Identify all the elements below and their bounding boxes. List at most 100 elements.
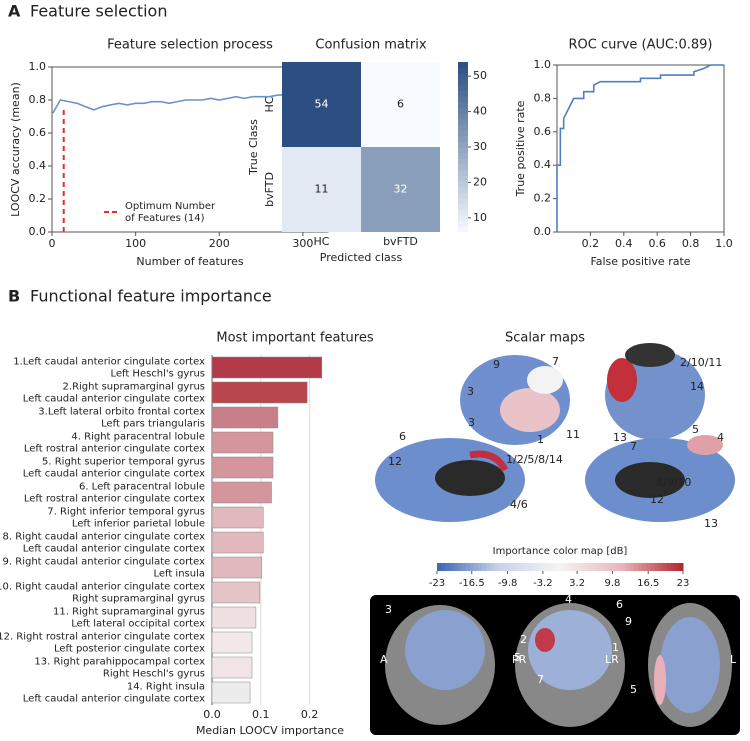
colorbar-step (621, 563, 627, 571)
colorbar-step (465, 563, 471, 571)
y-tick-label: Left caudal anterior cingulate cortex (23, 544, 205, 555)
mri-label: 1 (612, 641, 619, 654)
colorbar-step (580, 563, 586, 571)
brain-label: 1/2/5/8/14 (506, 453, 563, 466)
colorbar-step (646, 563, 651, 571)
colorbar-tick-label: 40 (473, 105, 487, 118)
cell (361, 62, 440, 147)
colorbar-step (494, 563, 499, 571)
mri-label: LR (605, 653, 619, 666)
brain-label: 7 (552, 355, 559, 368)
colorbar-step (458, 79, 468, 86)
bar (211, 481, 272, 504)
y-tick-label: Left caudal anterior cingulate cortex (23, 694, 205, 705)
colorbar-step (510, 563, 516, 571)
colorbar-step (625, 563, 631, 571)
mri-label: 6 (616, 598, 623, 611)
colorbar-step (458, 62, 468, 69)
colorbar-step (461, 563, 467, 571)
y-tick-label: 5. Right superior temporal gyrus (42, 457, 205, 468)
colorbar-step (482, 563, 487, 571)
y-tick-label: 0.6 (534, 125, 552, 138)
colorbar-step (670, 563, 676, 571)
y-tick-label: Left posterior cingulate cortex (54, 644, 205, 655)
colorbar-step (449, 563, 454, 571)
mri-slices (385, 603, 732, 727)
x-tick-label: 0.2 (301, 708, 319, 721)
bar (211, 531, 264, 554)
cell (282, 62, 361, 147)
x-tick-label: bvFTD (383, 235, 418, 248)
colorbar-step (658, 563, 663, 571)
colorbar-step (458, 118, 468, 125)
bar (211, 431, 274, 454)
plot-frame (556, 64, 725, 233)
x-tick-label: 0 (49, 237, 56, 250)
colorbar-step (486, 563, 491, 571)
colorbar-tick-label: 50 (473, 69, 487, 82)
mri-label: 2 (520, 633, 527, 646)
brain-label: 4/6 (510, 498, 528, 511)
colorbar-step (458, 90, 468, 97)
brain-label: 5 (692, 423, 699, 436)
colorbar-step (458, 220, 468, 227)
y-tick-label: Left rostral anterior cingulate cortex (24, 494, 205, 505)
y-tick-label: 11. Right supramarginal gyrus (53, 607, 205, 618)
colorbar-step (629, 563, 635, 571)
chart-title: Confusion matrix (315, 38, 426, 53)
colorbar-step (498, 563, 504, 571)
y-tick-label: 9. Right caudal anterior cingulate corte… (3, 557, 206, 568)
y-tick-label: 0.2 (534, 192, 552, 205)
mri-label: 5 (514, 651, 521, 664)
panel-letter: A (8, 2, 21, 21)
colorbar-step (584, 563, 590, 571)
colorbar-step (458, 169, 468, 176)
colorbar-step (458, 84, 468, 91)
colorbar-tick-label: -16.5 (459, 578, 485, 589)
colorbar-step (678, 563, 684, 571)
colorbar-step (458, 141, 468, 148)
x-tick-label: 1.0 (715, 237, 733, 250)
y-tick-label: 10. Right caudal anterior cingulate cort… (0, 582, 205, 593)
colorbar-step (531, 563, 536, 571)
mri-label: A (380, 653, 388, 666)
y-tick-label: Left caudal anterior cingulate cortex (23, 469, 205, 480)
brain-renders (375, 343, 735, 522)
colorbar-tick-label: 9.8 (604, 578, 620, 589)
line (556, 64, 724, 232)
bar (211, 606, 257, 629)
brain-label: 14 (690, 380, 704, 393)
colorbar-step (555, 563, 561, 571)
colorbar-step (458, 124, 468, 131)
brain-label: 4 (717, 431, 724, 444)
x-tick-label: 0.4 (615, 237, 633, 250)
x-axis-label: Number of features (136, 255, 243, 268)
y-tick-label: 8. Right caudal anterior cingulate corte… (3, 532, 206, 543)
chart-title: Most important features (216, 331, 373, 346)
y-axis-label: LOOCV accuracy (mean) (9, 82, 22, 217)
y-tick-label: bvFTD (263, 172, 276, 207)
colorbar-step (596, 563, 602, 571)
x-tick-label: 0.6 (648, 237, 666, 250)
y-tick-label: 4. Right paracentral lobule (71, 432, 205, 443)
colorbar-step (458, 152, 468, 159)
brain-label: 12 (650, 493, 664, 506)
x-tick-label: 0.2 (582, 237, 600, 250)
colorbar-step (457, 563, 463, 571)
colorbar-step (523, 563, 528, 571)
colorbar-step (633, 563, 639, 571)
y-tick-label: Left caudal anterior cingulate cortex (23, 394, 205, 405)
mri-label: PR (512, 653, 527, 666)
y-tick-label: 2.Right supramarginal gyrus (63, 382, 205, 393)
y-tick-label: 3.Left lateral orbito frontal cortex (38, 407, 205, 418)
colorbar-step (609, 563, 614, 571)
colorbar-step (478, 563, 483, 571)
brain-label: 9 (493, 358, 500, 371)
colorbar-step (547, 563, 553, 571)
colorbar-step (458, 175, 468, 182)
colorbar-step (458, 186, 468, 193)
scalar-maps-title: Scalar maps (505, 331, 585, 346)
x-tick-label: 0.8 (682, 237, 700, 250)
legend-label: Optimum Number of Features (14) (125, 201, 216, 224)
